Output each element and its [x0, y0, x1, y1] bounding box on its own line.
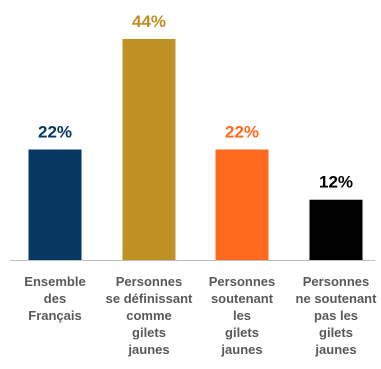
bar-soutenant [215, 149, 269, 260]
category-label-gilets-jaunes: Personnes se définissant comme gilets ja… [105, 274, 193, 357]
value-label-gilets-jaunes: 44% [132, 12, 166, 31]
value-label-soutenant: 22% [225, 123, 259, 142]
value-label-ne-soutenant-pas: 12% [319, 173, 353, 192]
bar-ne-soutenant-pas [309, 199, 363, 260]
bar-gilets-jaunes [122, 39, 176, 260]
value-label-ensemble: 22% [38, 123, 72, 142]
category-label-soutenant: Personnes soutenant les gilets jaunes [208, 274, 276, 357]
bar-ensemble [28, 149, 82, 260]
category-label-ne-soutenant-pas: Personnes ne soutenant pas les gilets ja… [295, 274, 377, 357]
category-label-ensemble: Ensemble des Français [24, 274, 86, 323]
